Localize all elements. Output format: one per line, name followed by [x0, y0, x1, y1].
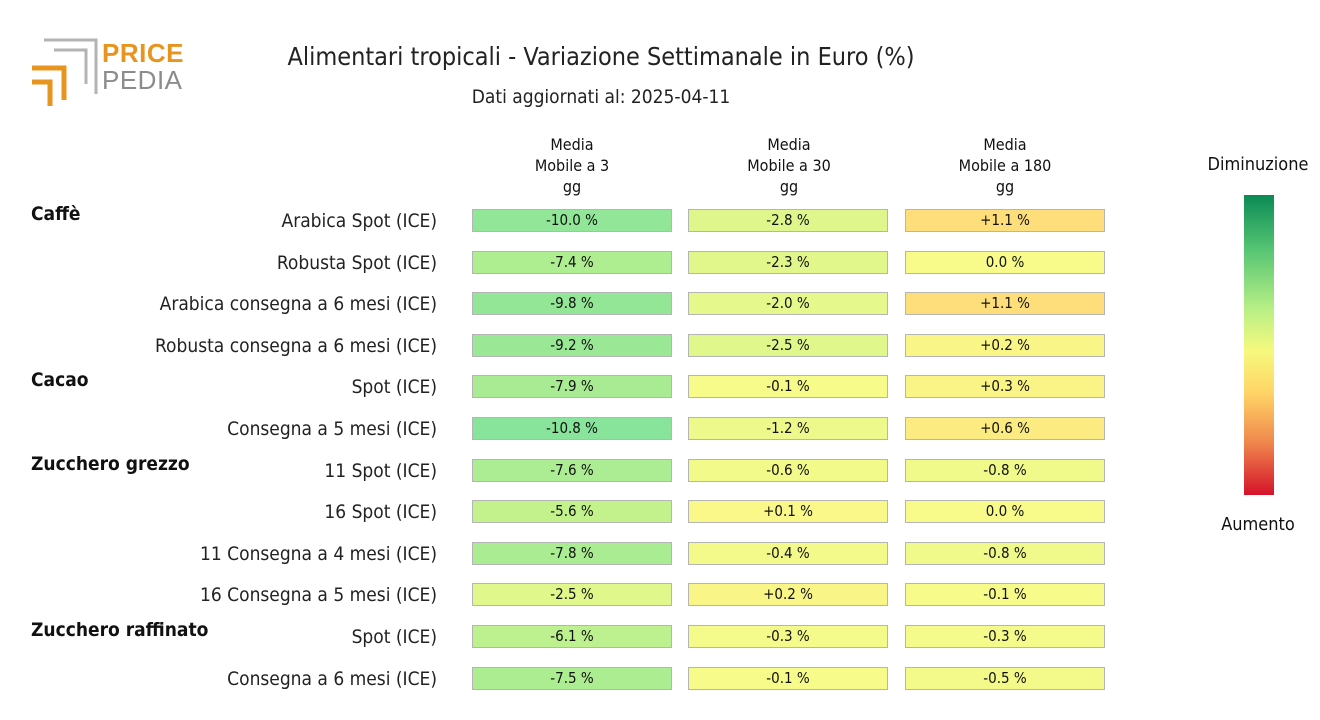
heatmap-cell: -0.8 % — [905, 458, 1105, 482]
heatmap-cell: -7.4 % — [472, 250, 672, 274]
heatmap-cell: -5.6 % — [472, 500, 672, 524]
heatmap-cell: +0.3 % — [905, 375, 1105, 399]
group-label: Zucchero grezzo — [31, 452, 190, 475]
heatmap-cell: +1.1 % — [905, 292, 1105, 316]
heatmap-cell: -2.0 % — [688, 292, 888, 316]
heatmap-cell: -7.6 % — [472, 458, 672, 482]
heatmap-cell: +0.6 % — [905, 417, 1105, 440]
row-label: Consegna a 6 mesi (ICE) — [227, 667, 437, 690]
row-label: Consegna a 5 mesi (ICE) — [227, 418, 437, 440]
heatmap-cell: -6.1 % — [472, 625, 672, 648]
heatmap-cell: -7.8 % — [472, 541, 672, 565]
chart-subtitle: Dati aggiornati al: 2025-04-11 — [471, 86, 731, 108]
logo-mark-icon — [32, 38, 98, 106]
row-label: 16 Consegna a 5 mesi (ICE) — [200, 584, 437, 607]
heatmap-cell: -9.8 % — [472, 292, 672, 316]
heatmap-cell: -0.1 % — [688, 375, 888, 399]
heatmap-cell: -0.5 % — [905, 666, 1105, 690]
heatmap-cell: -9.2 % — [472, 333, 672, 357]
column-header: Media Mobile a 3 gg — [534, 135, 610, 196]
chart-title: Alimentari tropicali - Variazione Settim… — [287, 42, 915, 71]
legend-top-label: Diminuzione — [1207, 154, 1309, 175]
row-label: Robusta consegna a 6 mesi (ICE) — [155, 334, 437, 357]
heatmap-cell: -7.9 % — [472, 375, 672, 399]
legend-color-scale — [1244, 195, 1274, 495]
row-label: 16 Spot (ICE) — [324, 501, 437, 524]
heatmap-cell: -0.4 % — [688, 541, 888, 565]
heatmap-cell: -0.6 % — [688, 458, 888, 482]
heatmap-cell: -0.8 % — [905, 541, 1105, 565]
heatmap-cell: -2.3 % — [688, 250, 888, 274]
column-header: Media Mobile a 180 gg — [958, 135, 1052, 196]
heatmap-cell: 0.0 % — [905, 250, 1105, 274]
row-label: Spot (ICE) — [351, 626, 437, 648]
heatmap-cell: -10.8 % — [472, 417, 672, 440]
heatmap-cell: -2.5 % — [688, 333, 888, 357]
heatmap-cell: -0.1 % — [905, 583, 1105, 607]
heatmap-cell: +0.2 % — [905, 333, 1105, 357]
row-label: Arabica consegna a 6 mesi (ICE) — [159, 293, 437, 316]
logo-word-pedia: PEDIA — [102, 65, 183, 95]
heatmap-cell: +1.1 % — [905, 209, 1105, 232]
group-label: Caffè — [31, 203, 81, 225]
heatmap-cell: -2.5 % — [472, 583, 672, 607]
heatmap-cell: -1.2 % — [688, 417, 888, 440]
heatmap-cell: -0.1 % — [688, 666, 888, 690]
group-label: Zucchero raffinato — [31, 619, 209, 641]
group-label: Cacao — [31, 369, 89, 392]
heatmap-cell: -7.5 % — [472, 666, 672, 690]
heatmap-cell: -2.8 % — [688, 209, 888, 232]
heatmap-cell: -10.0 % — [472, 209, 672, 232]
logo-word-price: PRICE — [102, 38, 184, 68]
row-label: Robusta Spot (ICE) — [276, 251, 437, 274]
heatmap-cell: -0.3 % — [688, 625, 888, 648]
legend-bottom-label: Aumento — [1221, 514, 1295, 535]
row-label: 11 Consegna a 4 mesi (ICE) — [200, 542, 437, 565]
heatmap-cell: -0.3 % — [905, 625, 1105, 648]
row-label: Arabica Spot (ICE) — [281, 210, 438, 232]
heatmap-cell: 0.0 % — [905, 500, 1105, 524]
pricepedia-logo: PRICE PEDIA — [30, 38, 190, 110]
heatmap-cell: +0.1 % — [688, 500, 888, 524]
row-label: 11 Spot (ICE) — [324, 459, 437, 482]
heatmap-cell: +0.2 % — [688, 583, 888, 607]
column-header: Media Mobile a 30 gg — [747, 135, 831, 196]
row-label: Spot (ICE) — [351, 376, 437, 399]
